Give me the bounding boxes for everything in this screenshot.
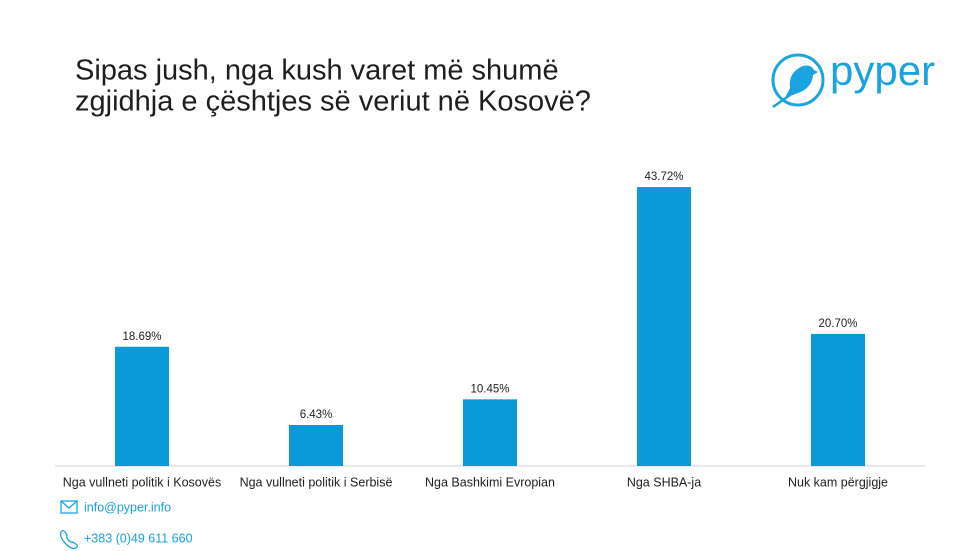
contact-email: info@pyper.info [84, 500, 171, 514]
x-tick-label: Nga vullneti politik i Serbisë [240, 475, 393, 489]
bar [811, 333, 865, 466]
value-label: 6.43% [300, 409, 333, 421]
chart-title: zgjidhja e çështjes së veriut në Kosovë? [75, 86, 591, 118]
email-icon [60, 500, 78, 514]
value-label: 43.72% [644, 171, 683, 183]
x-tick-label: Nga Bashkimi Evropian [425, 475, 555, 489]
value-label: 20.70% [818, 318, 857, 330]
bar [115, 346, 169, 466]
logo-text: pyper [830, 47, 935, 94]
bar [463, 399, 517, 466]
bar [637, 187, 691, 466]
value-label: 10.45% [470, 383, 509, 395]
logo-icon [771, 53, 825, 109]
phone-icon [59, 529, 79, 550]
value-label: 18.69% [122, 331, 161, 343]
chart-title: Sipas jush, nga kush varet më shumë [75, 55, 559, 87]
x-tick-label: Nga SHBA-ja [627, 475, 701, 489]
contact-phone: +383 (0)49 611 660 [84, 531, 193, 545]
bar [289, 424, 343, 466]
x-tick-label: Nuk kam përgjigje [788, 475, 888, 489]
x-tick-label: Nga vullneti politik i Kosovës [63, 475, 221, 489]
